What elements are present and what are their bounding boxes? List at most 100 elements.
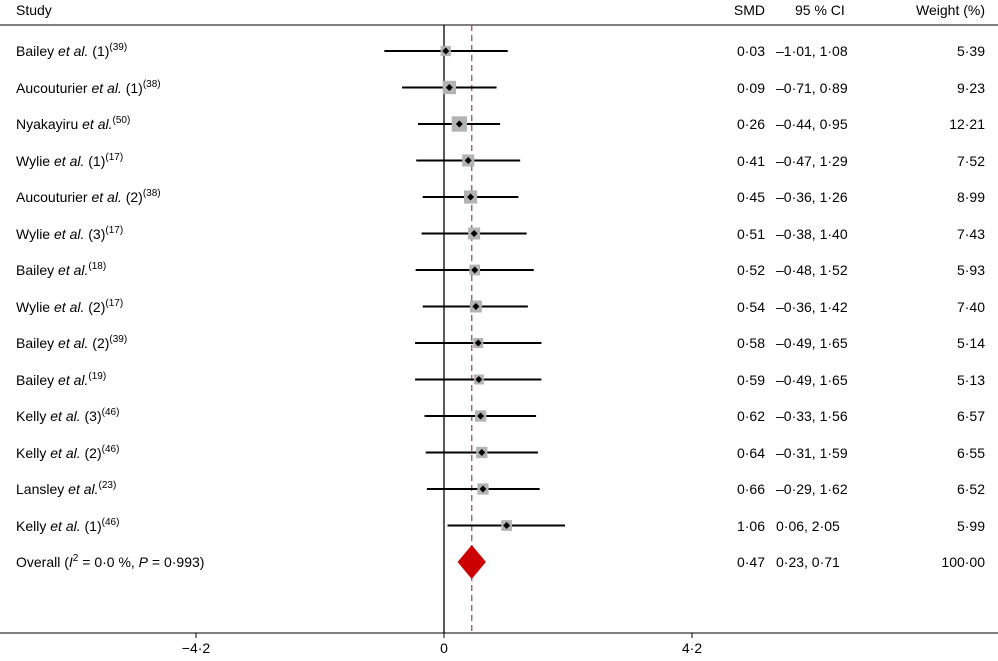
study-suffix: (2) — [88, 335, 110, 351]
overall-weight-value: 100·00 — [941, 554, 985, 570]
study-label: Bailey et al. (1)(39) — [16, 43, 127, 60]
point-estimate — [464, 157, 472, 164]
ci-value: 0·06, 2·05 — [776, 517, 840, 534]
study-ref: (39) — [109, 334, 128, 345]
et-al-text: et al. — [46, 444, 81, 461]
et-al-text: et al. — [54, 262, 89, 278]
point-estimate — [470, 230, 478, 237]
smd-value: 0·62 — [736, 408, 765, 424]
header-ci: 95 % CI — [795, 2, 845, 18]
study-ref: (18) — [88, 261, 107, 272]
weight-value: 5·39 — [956, 43, 985, 59]
study-author: Kelly — [16, 408, 47, 424]
study-suffix: (1) — [80, 517, 102, 534]
overall-smd-value: 0·47 — [736, 554, 765, 570]
ci-value: –0·49, 1·65 — [776, 371, 848, 388]
smd-value: 0·64 — [736, 444, 765, 461]
ci-value: –0·31, 1·59 — [776, 444, 848, 461]
weight-value: 5·93 — [956, 262, 985, 278]
et-al-text: et al. — [50, 298, 85, 315]
p-symbol: P — [138, 554, 149, 570]
et-al-text: et al. — [78, 116, 113, 132]
header-smd: SMD — [733, 2, 765, 18]
smd-value: 0·45 — [736, 189, 765, 205]
et-al-text: et al. — [46, 408, 81, 424]
study-author: Kelly — [16, 517, 47, 534]
ci-value: –0·47, 1·29 — [776, 152, 848, 169]
study-label: Wylie et al. (3)(17) — [16, 224, 124, 242]
header-study: Study — [16, 2, 52, 18]
study-ref: (17) — [105, 297, 124, 309]
study-author: Bailey — [16, 262, 55, 278]
overall-diamond — [457, 545, 486, 579]
study-ref: (19) — [88, 370, 107, 382]
ci-value: –0·44, 0·95 — [776, 116, 848, 132]
point-estimate — [445, 84, 453, 91]
weight-value: 7·43 — [956, 225, 985, 242]
ci-value: –1·01, 1·08 — [776, 43, 848, 59]
study-label: Kelly et al. (3)(46) — [16, 407, 120, 425]
study-label: Lansley et al.(23) — [16, 480, 117, 498]
et-al-text: et al. — [54, 371, 89, 388]
point-estimate — [474, 339, 482, 347]
et-al-text: et al. — [50, 225, 85, 242]
study-author: Bailey — [16, 43, 55, 59]
weight-value: 8·99 — [956, 189, 985, 205]
study-suffix: (2) — [121, 189, 143, 205]
study-ref: (46) — [101, 407, 120, 418]
et-al-text: et al. — [50, 152, 85, 169]
study-label: Wylie et al. (1)(17) — [16, 151, 124, 169]
study-author: Kelly — [16, 444, 47, 461]
study-author: Wylie — [16, 225, 51, 242]
study-label: Aucouturier et al. (2)(38) — [16, 188, 161, 206]
study-suffix: (3) — [84, 225, 106, 242]
smd-value: 1·06 — [736, 517, 765, 534]
weight-value: 6·57 — [956, 408, 985, 424]
smd-value: 0·26 — [736, 116, 765, 132]
study-author: Lansley — [16, 481, 65, 497]
study-label: Wylie et al. (2)(17) — [16, 297, 124, 315]
point-estimate — [471, 266, 479, 274]
point-estimate — [442, 47, 450, 55]
ci-value: –0·36, 1·26 — [776, 189, 848, 205]
weight-value: 6·52 — [956, 481, 985, 497]
study-suffix: (1) — [88, 43, 110, 59]
study-ref: (17) — [105, 224, 124, 236]
point-estimate — [467, 193, 475, 201]
study-author: Aucouturier — [16, 189, 88, 205]
study-author: Wylie — [16, 152, 51, 169]
x-tick-label: 0 — [440, 640, 448, 656]
study-label: Bailey et al.(18) — [16, 261, 107, 279]
smd-value: 0·54 — [736, 298, 765, 315]
smd-value: 0·59 — [736, 371, 765, 388]
i2-superscript: 2 — [72, 553, 79, 564]
study-ref: (38) — [142, 188, 161, 199]
weight-value: 5·13 — [956, 371, 985, 388]
study-label: Bailey et al.(19) — [16, 370, 107, 388]
smd-value: 0·52 — [736, 262, 765, 278]
point-estimate — [455, 120, 463, 128]
i2-value: = 0·0 %, — [78, 554, 139, 570]
study-ref: (50) — [112, 115, 131, 126]
study-label: Aucouturier et al. (1)(38) — [16, 79, 161, 96]
ci-value: –0·29, 1·62 — [776, 481, 848, 497]
smd-value: 0·03 — [736, 43, 765, 59]
study-ref: (46) — [101, 443, 120, 455]
p-value: = 0·993) — [148, 554, 205, 570]
overall-ci-value: 0·23, 0·71 — [776, 554, 840, 570]
weight-value: 6·55 — [956, 444, 985, 461]
study-author: Wylie — [16, 298, 51, 315]
point-estimate — [478, 449, 486, 456]
study-ref: (17) — [105, 151, 124, 163]
study-label: Kelly et al. (1)(46) — [16, 517, 119, 534]
study-ref: (23) — [98, 480, 117, 491]
study-author: Nyakayiru — [16, 116, 79, 132]
study-suffix: (1) — [121, 79, 143, 96]
overall-label: Overall (I2 = 0·0 %, P = 0·993) — [16, 553, 205, 571]
et-al-text: et al. — [54, 335, 89, 351]
x-tick-label: −4·2 — [181, 640, 211, 656]
ci-value: –0·48, 1·52 — [776, 262, 848, 278]
study-label: Bailey et al. (2)(39) — [16, 334, 128, 352]
study-author: Bailey — [16, 335, 55, 351]
i2-symbol: I — [68, 554, 73, 570]
